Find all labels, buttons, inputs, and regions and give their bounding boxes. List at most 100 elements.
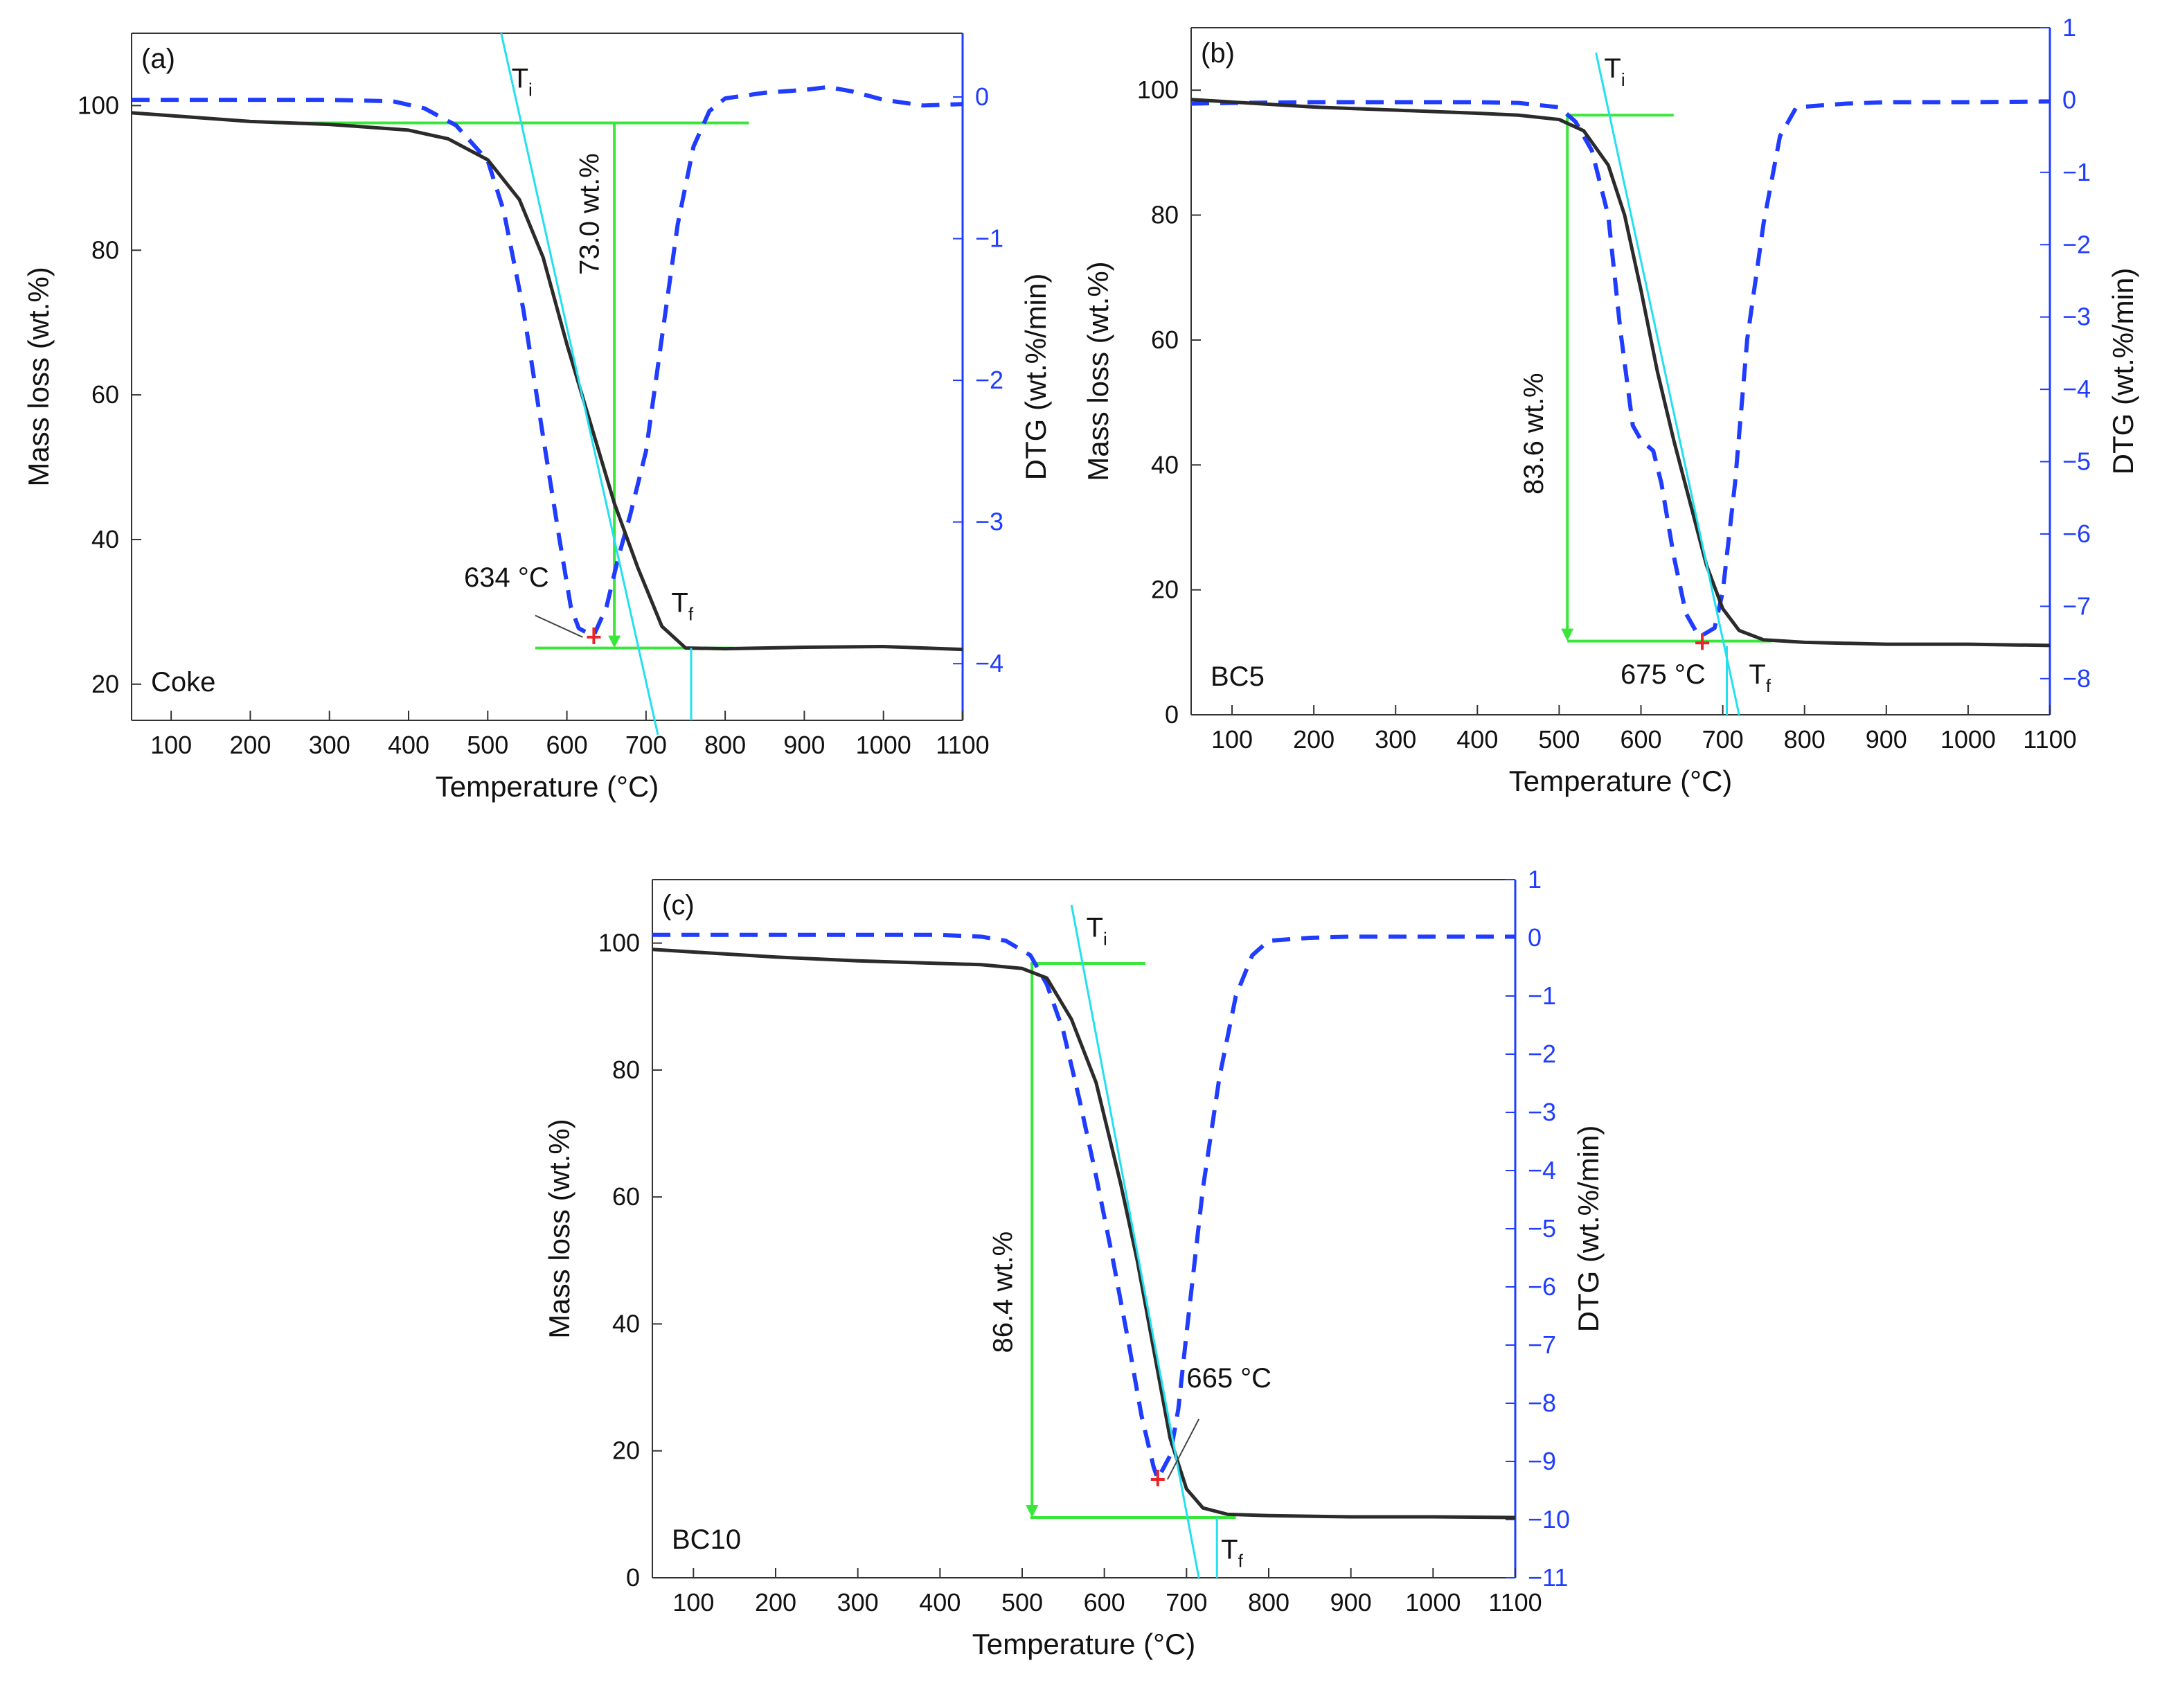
- x-axis-title: Temperature (°C): [436, 770, 659, 803]
- y-left-tick-label: 40: [1151, 450, 1179, 479]
- x-tick-label: 100: [672, 1588, 714, 1617]
- panel-label: (b): [1201, 38, 1235, 69]
- x-tick-label: 400: [1456, 725, 1498, 754]
- y-left-tick-label: 0: [626, 1563, 640, 1592]
- y-right-tick-label: −4: [2062, 375, 2091, 403]
- y-right-tick-label: 0: [1528, 923, 1542, 952]
- tf-label-sub: f: [1766, 675, 1771, 696]
- panel-label: (c): [662, 890, 695, 920]
- mass-loss-curve: [1190, 98, 2051, 648]
- y-right-tick-label: −6: [2062, 519, 2091, 548]
- tf-label-sub: f: [688, 603, 694, 624]
- mass-loss-arrowhead: [608, 635, 621, 648]
- y-left-tick-label: 20: [1151, 576, 1179, 604]
- x-tick-label: 900: [783, 731, 825, 759]
- ti-label-main: T: [512, 63, 528, 94]
- x-tick-label: 400: [388, 731, 429, 759]
- y-right-tick-label: −3: [1528, 1098, 1556, 1126]
- y-left-axis-title: Mass loss (wt.%): [1082, 261, 1114, 481]
- panel-c: 100 200 300 400 500 600 700 800 900 1000 110002040…: [543, 865, 1605, 1660]
- onset-tangent: [1070, 905, 1200, 1578]
- y-right-tick-label: −3: [2062, 303, 2091, 331]
- y-right-tick-label: −4: [975, 649, 1003, 677]
- tf-label: Tf: [1221, 1535, 1243, 1572]
- x-tick-label: 700: [1702, 725, 1744, 754]
- onset-tangent: [500, 33, 659, 736]
- x-tick-label: 1000: [1405, 1588, 1461, 1617]
- x-tick-label: 900: [1866, 725, 1907, 754]
- x-tick-label: 1100: [2023, 725, 2076, 754]
- y-right-tick-label: −4: [1528, 1156, 1556, 1184]
- dtg-curve: [652, 932, 1515, 1482]
- y-right-tick-label: −1: [2062, 158, 2091, 186]
- tf-label: Tf: [671, 587, 693, 624]
- y-left-tick-label: 100: [78, 91, 119, 119]
- x-tick-label: 1000: [856, 731, 911, 759]
- y-right-tick-label: −7: [1528, 1331, 1556, 1359]
- y-right-tick-label: 0: [975, 82, 989, 111]
- peak-leader: [1166, 1418, 1200, 1480]
- peak-temperature-label: 634 °C: [464, 562, 549, 593]
- y-left-tick-label: 100: [1137, 75, 1179, 104]
- y-right-tick-label: −8: [2062, 664, 2091, 693]
- y-right-axis-title: DTG (wt.%/min): [1019, 274, 1052, 481]
- panel-label: (a): [141, 44, 175, 74]
- y-right-axis-title: DTG (wt.%/min): [2107, 268, 2139, 475]
- panel-b: 100 200 300 400 500 600 700 800 900 1000 110002040…: [1082, 13, 2139, 797]
- peak-temperature-label: 665 °C: [1186, 1363, 1271, 1394]
- x-tick-label: 200: [1293, 725, 1335, 754]
- x-tick-label: 500: [1538, 725, 1580, 754]
- y-right-tick-label: −5: [1528, 1214, 1556, 1243]
- y-left-axis-title: Mass loss (wt.%): [543, 1119, 575, 1338]
- y-right-tick-label: −1: [975, 224, 1003, 253]
- x-tick-label: 700: [625, 731, 667, 759]
- x-tick-label: 300: [837, 1588, 879, 1617]
- y-right-tick-label: −6: [1528, 1272, 1556, 1301]
- y-right-tick-label: −11: [1528, 1563, 1568, 1592]
- x-tick-label: 300: [309, 731, 350, 759]
- x-tick-label: 600: [546, 731, 588, 759]
- x-tick-label: 800: [1784, 725, 1826, 754]
- y-left-tick-label: 80: [1151, 201, 1179, 229]
- y-left-tick-label: 60: [91, 380, 119, 409]
- y-left-tick-label: 20: [91, 670, 119, 698]
- y-right-tick-label: −5: [2062, 447, 2091, 476]
- y-left-tick-label: 40: [612, 1309, 640, 1337]
- x-tick-label: 1000: [1940, 725, 1996, 754]
- x-tick-label: 300: [1375, 725, 1416, 754]
- mass-loss-arrowhead: [1561, 628, 1574, 641]
- y-left-tick-label: 40: [91, 525, 119, 553]
- sample-label: Coke: [151, 667, 215, 697]
- tf-label: Tf: [1749, 659, 1771, 696]
- y-left-tick-label: 20: [612, 1436, 640, 1465]
- y-right-tick-label: 0: [2062, 85, 2076, 114]
- sample-label: BC5: [1211, 661, 1265, 692]
- x-tick-label: 600: [1084, 1588, 1125, 1617]
- ti-label: Ti: [1087, 912, 1107, 949]
- tf-label-main: T: [1749, 659, 1765, 690]
- y-left-tick-label: 80: [91, 235, 119, 264]
- x-tick-label: 200: [229, 731, 271, 759]
- ti-label-main: T: [1604, 53, 1621, 84]
- y-left-axis-title: Mass loss (wt.%): [22, 267, 55, 486]
- panel-a: 100 200 300 400 500 600 700 800 900 1000 110020406…: [22, 33, 1052, 803]
- x-tick-label: 900: [1330, 1588, 1372, 1617]
- ti-label-sub: i: [1103, 928, 1107, 949]
- x-axis-title: Temperature (°C): [972, 1628, 1196, 1660]
- y-left-tick-label: 60: [612, 1182, 640, 1211]
- y-right-tick-label: −3: [975, 508, 1003, 536]
- y-right-axis-title: DTG (wt.%/min): [1572, 1126, 1605, 1333]
- y-right-tick-label: −8: [1528, 1389, 1556, 1417]
- y-right-tick-label: −2: [2062, 230, 2091, 258]
- y-right-tick-label: −7: [2062, 591, 2091, 620]
- mass-loss-curve: [131, 111, 963, 652]
- x-tick-label: 100: [150, 731, 192, 759]
- onset-tangent: [1595, 52, 1740, 715]
- y-right-tick-label: −2: [1528, 1040, 1556, 1068]
- y-right-tick-label: −2: [975, 366, 1003, 394]
- y-right-tick-label: 1: [2062, 13, 2076, 42]
- x-tick-label: 700: [1166, 1588, 1207, 1617]
- x-tick-label: 100: [1211, 725, 1253, 754]
- y-left-tick-label: 80: [612, 1056, 640, 1084]
